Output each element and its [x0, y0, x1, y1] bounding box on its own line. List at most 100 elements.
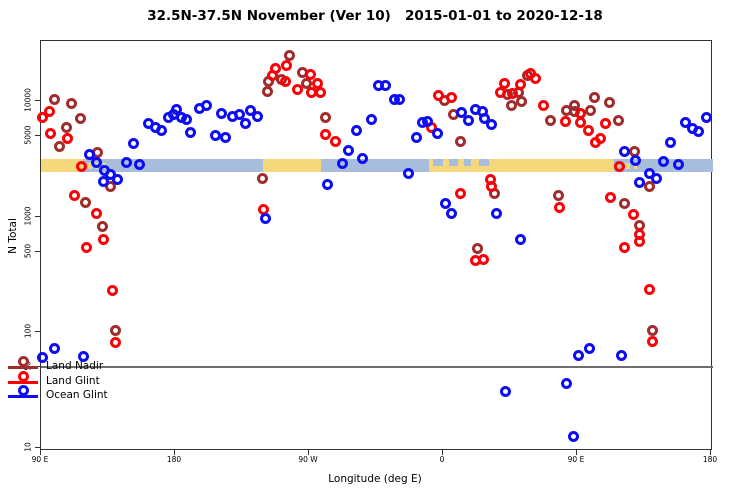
data-point	[45, 127, 57, 139]
data-point	[60, 121, 72, 133]
data-point	[97, 176, 109, 188]
data-point	[83, 148, 95, 160]
y-tick-label: 10000	[23, 88, 33, 112]
sea-patch	[432, 159, 443, 167]
x-tick-label: 180	[166, 455, 182, 464]
data-point	[499, 78, 511, 90]
data-point	[672, 158, 684, 170]
data-point	[658, 156, 670, 168]
y-tick	[35, 250, 40, 252]
data-point	[583, 125, 595, 137]
data-point	[267, 70, 279, 82]
y-tick-label: 500	[23, 243, 33, 258]
data-point	[91, 156, 103, 168]
data-point	[599, 118, 611, 130]
data-point	[560, 116, 572, 128]
sea-patch	[478, 159, 490, 167]
data-point	[233, 109, 245, 121]
data-point	[403, 167, 415, 179]
data-point	[329, 135, 341, 147]
data-point	[478, 254, 490, 266]
data-point	[245, 104, 257, 116]
island-segment	[87, 162, 92, 169]
data-point	[109, 337, 121, 349]
data-point	[618, 198, 630, 210]
data-point	[75, 160, 87, 172]
data-point	[456, 107, 468, 119]
x-tick	[40, 450, 41, 455]
data-point	[506, 99, 518, 111]
x-tick-label: 180	[702, 455, 718, 464]
data-point	[618, 146, 630, 158]
y-tick-label: 5000	[23, 125, 33, 145]
data-point	[48, 342, 60, 354]
data-point	[44, 106, 56, 118]
y-tick-label: 1000	[23, 206, 33, 226]
data-point	[646, 335, 658, 347]
data-point	[256, 173, 268, 185]
data-point	[279, 76, 291, 88]
y-tick	[35, 447, 40, 449]
data-point	[337, 158, 349, 170]
plot-area	[37, 40, 713, 450]
land-band-segment	[41, 159, 83, 173]
legend-label: Ocean Glint	[46, 389, 108, 401]
data-point	[98, 234, 110, 246]
data-point	[322, 179, 334, 191]
x-axis-label: Longitude (deg E)	[328, 473, 422, 485]
data-point	[616, 350, 628, 362]
data-point	[252, 111, 264, 123]
data-point	[181, 113, 193, 125]
data-point	[351, 124, 363, 136]
data-point	[281, 60, 293, 72]
y-tick	[35, 134, 40, 136]
data-point	[185, 127, 197, 139]
data-point	[215, 107, 227, 119]
data-point	[679, 116, 691, 128]
data-point	[53, 140, 65, 152]
data-point	[432, 128, 444, 140]
data-point	[300, 78, 312, 90]
data-point	[380, 80, 392, 92]
data-point	[49, 93, 61, 105]
island-segment	[625, 162, 630, 169]
x-tick	[174, 450, 175, 455]
x-tick-label: 90 E	[31, 455, 49, 464]
y-tick-label: 100	[23, 324, 33, 339]
reference-line-50	[41, 366, 713, 369]
data-point	[634, 177, 646, 189]
data-point	[693, 126, 705, 138]
data-point	[37, 351, 49, 363]
data-point	[643, 180, 655, 192]
land-band-segment	[262, 159, 322, 173]
data-point	[561, 378, 573, 390]
sea-patch	[463, 159, 472, 167]
data-point	[314, 87, 326, 99]
data-point	[210, 129, 222, 141]
sea-patch	[448, 159, 458, 167]
legend-label: Land Nadir	[46, 360, 104, 372]
data-point	[629, 155, 641, 167]
data-point	[106, 284, 118, 296]
data-point	[91, 208, 103, 220]
data-point	[585, 104, 597, 116]
data-point	[499, 385, 511, 397]
data-point	[112, 173, 124, 185]
data-point	[603, 97, 615, 109]
data-point	[494, 87, 506, 99]
data-point	[530, 72, 542, 84]
data-point	[410, 132, 422, 144]
x-tick	[308, 450, 309, 455]
legend-label: Land Glint	[46, 374, 100, 387]
circle-marker-icon	[18, 385, 29, 396]
data-point	[201, 100, 213, 112]
data-point	[552, 189, 564, 201]
y-tick	[35, 100, 40, 101]
data-point	[292, 84, 304, 96]
data-point	[573, 350, 585, 362]
data-point	[74, 112, 86, 124]
data-point	[155, 125, 167, 137]
data-point	[37, 112, 49, 124]
y-tick	[35, 215, 40, 217]
